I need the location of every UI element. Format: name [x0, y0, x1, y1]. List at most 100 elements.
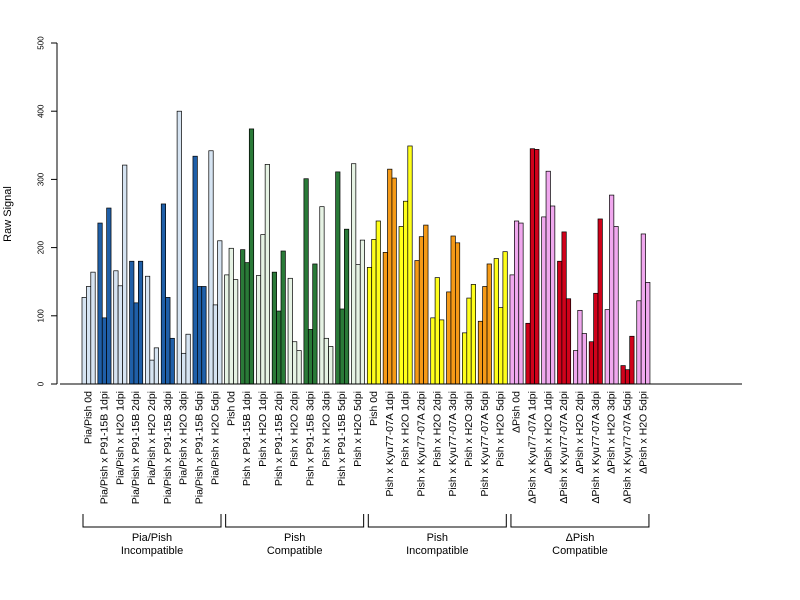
bar-20-0 — [398, 226, 404, 385]
bar-12-1 — [276, 310, 282, 385]
x-tick-label-6: Pia/Pish x H2O 3dpi — [178, 391, 190, 485]
y-tick-label-3: 300 — [37, 172, 46, 186]
bar-28-2 — [534, 149, 540, 385]
x-tick-label-17: Pish x H2O 5dpi — [352, 391, 364, 467]
bar-25-1 — [482, 286, 488, 385]
bar-1-1 — [101, 317, 108, 385]
x-tick-label-9: Pish 0d — [225, 391, 237, 426]
x-tick-label-7: Pia/Pish x P91-15B 5dpi — [194, 391, 206, 504]
x-tick-label-34: ΔPish x Kyu77-07A 5dpi — [622, 391, 634, 504]
bar-35-1 — [640, 233, 646, 385]
bar-3-2 — [138, 260, 144, 385]
bar-11-0 — [256, 275, 262, 385]
x-tick-label-2: Pia/Pish x H2O 1dpi — [114, 391, 126, 485]
bar-16-0 — [335, 171, 341, 385]
y-tick-label-0: 0 — [37, 381, 46, 386]
bar-5-1 — [165, 297, 171, 385]
bar-29-1 — [545, 170, 551, 385]
bar-6-0 — [176, 110, 182, 385]
bar-2-0 — [113, 270, 119, 385]
y-tick-label-5: 500 — [37, 36, 46, 50]
y-axis-label: Raw Signal — [2, 186, 14, 242]
x-tick-label-18: Pish 0d — [368, 391, 380, 426]
x-tick-label-19: Pish x Kyu77-07A 1dpi — [384, 391, 396, 497]
bar-21-1 — [418, 236, 425, 385]
x-tick-label-1: Pia/Pish x P91-15B 1dpi — [98, 391, 110, 504]
bar-22-1 — [434, 277, 440, 385]
bar-14-2 — [312, 263, 318, 385]
bar-21-2 — [423, 224, 429, 385]
group-label-2-line2: Incompatible — [406, 545, 468, 557]
bar-5-0 — [160, 203, 167, 385]
bar-34-0 — [620, 365, 626, 385]
bar-22-2 — [439, 319, 445, 385]
x-tick-label-33: ΔPish x H2O 3dpi — [606, 391, 618, 474]
x-tick-label-4: Pia/Pish x H2O 2dpi — [146, 391, 158, 485]
x-tick-label-16: Pish x P91-15B 5dpi — [336, 391, 348, 486]
bar-15-0 — [319, 206, 325, 385]
bar-10-0 — [240, 249, 246, 385]
group-label-0-line1: Pia/Pish — [132, 532, 172, 544]
x-tick-label-3: Pia/Pish x P91-15B 2dpi — [130, 391, 142, 504]
bar-0-2 — [90, 271, 96, 385]
bar-24-1 — [466, 297, 472, 385]
bar-1-2 — [106, 207, 112, 385]
x-tick-label-14: Pish x P91-15B 3dpi — [305, 391, 317, 486]
bar-31-1 — [577, 309, 583, 385]
bar-32-2 — [597, 218, 603, 385]
bar-19-2 — [391, 177, 397, 385]
bar-12-2 — [280, 250, 286, 385]
bar-9-1 — [228, 247, 234, 385]
bar-30-2 — [565, 298, 572, 385]
x-tick-label-24: Pish x H2O 3dpi — [463, 391, 475, 467]
bar-26-1 — [498, 307, 504, 385]
bar-16-1 — [339, 308, 345, 385]
x-tick-label-28: ΔPish x Kyu77-07A 1dpi — [526, 391, 538, 504]
bar-34-1 — [624, 369, 631, 385]
bar-13-1 — [292, 341, 298, 385]
bar-2-1 — [117, 285, 123, 385]
x-tick-label-30: ΔPish x Kyu77-07A 2dpi — [558, 391, 570, 504]
y-axis: 0 100 200 300 400 500 — [37, 36, 58, 386]
bar-31-0 — [572, 350, 579, 385]
x-tick-label-31: ΔPish x H2O 2dpi — [574, 391, 586, 474]
group-bracket-2 — [367, 514, 507, 528]
bar-16-2 — [344, 228, 350, 385]
group-label-1-line2: Compatible — [267, 545, 323, 557]
bar-34-2 — [629, 335, 635, 385]
bar-30-1 — [561, 231, 567, 385]
bar-24-0 — [462, 332, 468, 385]
bar-0-0 — [81, 297, 87, 385]
bar-27-1 — [513, 220, 520, 385]
x-tick-label-27: ΔPish 0d — [511, 391, 523, 433]
bar-11-2 — [264, 164, 270, 385]
bar-25-0 — [477, 320, 484, 385]
bar-23-0 — [446, 291, 452, 385]
x-tick-label-23: Pish x Kyu77-07A 3dpi — [447, 391, 459, 497]
bar-20-2 — [407, 145, 413, 385]
bar-28-1 — [529, 148, 535, 385]
y-tick-label-4: 400 — [37, 104, 46, 118]
x-tick-label-15: Pish x H2O 3dpi — [320, 391, 332, 467]
x-tick-label-8: Pia/Pish x H2O 5dpi — [209, 391, 221, 485]
group-brackets: Pia/PishIncompatiblePishCompatiblePishIn… — [82, 514, 650, 557]
x-tick-label-26: Pish x H2O 5dpi — [495, 391, 507, 467]
bar-4-1 — [149, 359, 155, 385]
bar-33-1 — [609, 194, 615, 385]
y-tick-label-1: 100 — [37, 309, 46, 323]
bar-22-0 — [430, 317, 436, 385]
bar-17-1 — [355, 264, 361, 385]
group-bracket-3 — [510, 514, 650, 528]
bar-9-0 — [224, 274, 230, 385]
bar-27-0 — [509, 274, 515, 385]
group-label-3-line2: Compatible — [552, 545, 608, 557]
bar-13-0 — [287, 277, 293, 385]
x-tick-label-32: ΔPish x Kyu77-07A 3dpi — [590, 391, 602, 504]
bar-6-1 — [181, 352, 187, 385]
bar-33-0 — [604, 309, 610, 385]
bar-3-1 — [133, 302, 139, 385]
x-tick-label-35: ΔPish x H2O 5dpi — [637, 391, 649, 474]
bar-35-2 — [645, 282, 651, 385]
bar-5-2 — [169, 337, 175, 385]
bar-20-1 — [403, 200, 409, 385]
